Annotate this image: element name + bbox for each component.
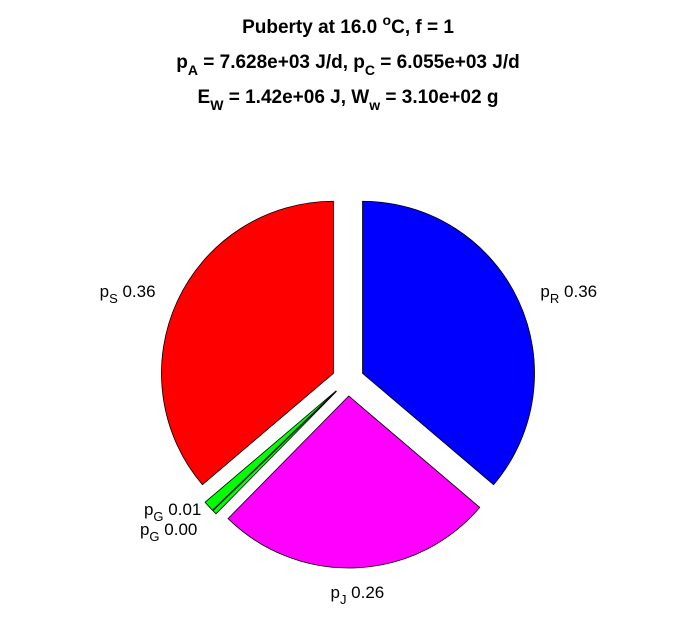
- chart-title: EW​ = 1.42e+06 J, Ww​ = 3.10e+02 g: [198, 87, 499, 113]
- pie-slice: [204, 390, 337, 511]
- value-label: 0.26: [351, 583, 384, 602]
- label-subscript: R: [550, 291, 559, 306]
- value-label: 0.36: [564, 282, 597, 301]
- value-label: 0.00: [164, 520, 197, 539]
- label-main: p: [140, 520, 149, 539]
- value-label: 0.01: [168, 500, 201, 519]
- slice-label: pG 0.00: [140, 520, 197, 544]
- title-text: = 6.055e+03 J/d: [375, 52, 520, 73]
- label-main: p: [330, 583, 339, 602]
- chart-title: Puberty at 16.0 o​C, f = 1: [242, 12, 454, 38]
- slice-label: pR 0.36: [540, 282, 597, 306]
- title-subscript: C: [365, 62, 375, 78]
- value-label: 0.36: [122, 282, 155, 301]
- label-subscript: J: [340, 592, 347, 607]
- title-text: = 3.10e+02 g: [380, 87, 498, 108]
- label-main: p: [540, 282, 549, 301]
- title-text: = 7.628e+03 J/d, p: [198, 52, 365, 73]
- label-subscript: G: [153, 509, 163, 524]
- pie-slice: [227, 395, 481, 569]
- label-main: p: [144, 500, 153, 519]
- chart-title: pA​ = 7.628e+03 J/d, pC​ = 6.055e+03 J/d: [176, 52, 519, 78]
- slice-label: pS 0.36: [100, 282, 156, 306]
- label-main: p: [100, 282, 109, 301]
- title-subscript: w: [368, 97, 380, 113]
- title-text: C, f = 1: [391, 17, 454, 38]
- pie-slice: [362, 200, 535, 486]
- label-subscript: S: [109, 291, 118, 306]
- label-subscript: G: [149, 529, 159, 544]
- title-text: Puberty at 16.0: [242, 17, 382, 38]
- title-subscript: A: [188, 62, 198, 78]
- pie-slice: [212, 390, 337, 515]
- slice-label: pG 0.01: [144, 500, 201, 524]
- title-text: p: [176, 52, 188, 73]
- title-text: = 1.42e+06 J, W: [223, 87, 369, 108]
- pie-slice: [161, 200, 334, 486]
- title-text: E: [198, 87, 211, 108]
- title-superscript: o: [383, 12, 392, 28]
- slice-label: pJ 0.26: [330, 583, 384, 607]
- title-subscript: W: [210, 97, 224, 113]
